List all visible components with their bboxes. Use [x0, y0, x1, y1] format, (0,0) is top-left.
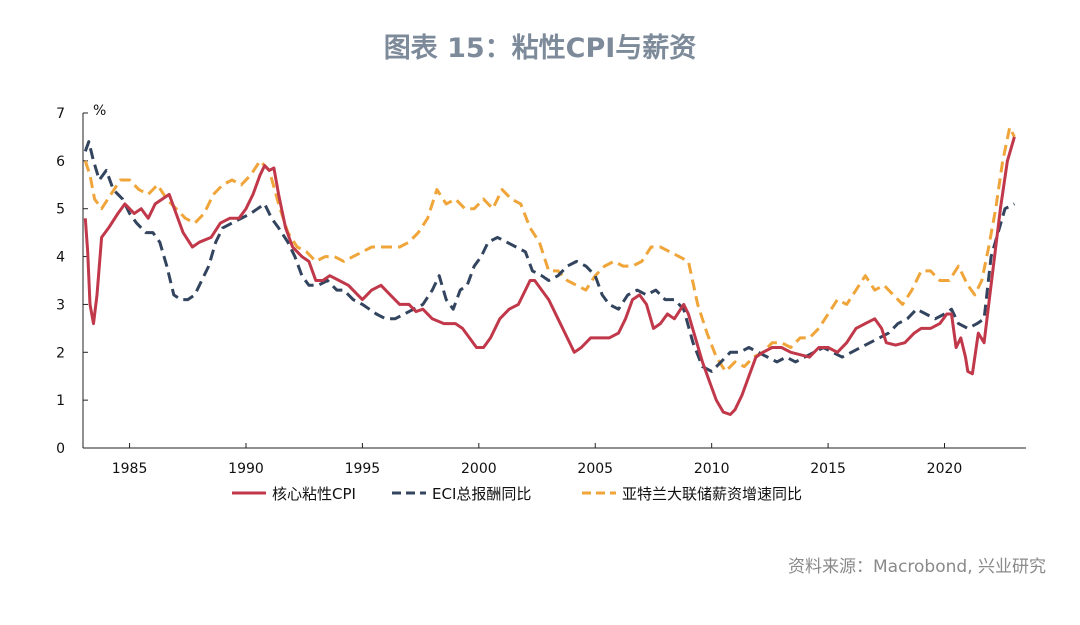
series-line-2 [83, 140, 1016, 373]
legend-label-1: 核心粘性CPI [272, 485, 356, 503]
y-tick-label: 6 [56, 154, 65, 170]
source-note: 资料来源：Macrobond, 兴业研究 [787, 557, 1046, 577]
legend-label-2: ECI总报酬同比 [432, 485, 531, 503]
y-unit-label: % [93, 103, 106, 119]
legend-label-3: 亚特兰大联储薪资增速同比 [622, 485, 802, 503]
chart-axes: 0 1 2 3 4 5 6 7 % 1985 1990 1995 2000 2005 2010 2015 202… [56, 103, 1026, 477]
x-tick-label: 2010 [694, 461, 730, 477]
x-tick-label: 1995 [345, 461, 381, 477]
chart-lines [83, 125, 1016, 416]
x-tick-label: 2015 [810, 461, 846, 477]
x-tick-label: 2000 [461, 461, 497, 477]
y-tick-label: 3 [56, 297, 65, 313]
x-tick-label: 1985 [112, 461, 148, 477]
chart-title: 图表 15：粘性CPI与薪资 [383, 33, 697, 64]
series-line-1 [83, 136, 1016, 416]
chart-legend: 核心粘性CPI ECI总报酬同比 亚特兰大联储薪资增速同比 [232, 485, 802, 503]
y-tick-label: 4 [56, 250, 65, 266]
y-tick-label: 5 [56, 202, 65, 218]
y-tick-label: 0 [56, 441, 65, 457]
y-tick-label: 7 [56, 106, 65, 122]
x-tick-label: 2005 [577, 461, 613, 477]
y-tick-label: 1 [56, 393, 65, 409]
y-tick-label: 2 [56, 345, 65, 361]
x-tick-label: 1990 [228, 461, 264, 477]
series-line-3 [83, 125, 1016, 373]
x-tick-label: 2020 [927, 461, 963, 477]
